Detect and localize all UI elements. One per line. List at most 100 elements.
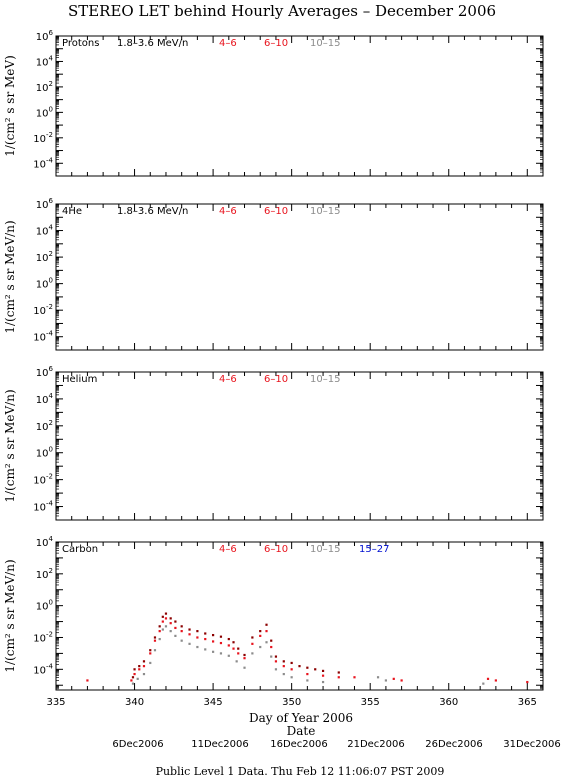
data-point xyxy=(131,682,135,685)
panel-helium: 106 104 102 100 10-2 10-4 1/(cm² s sr MeV/n) He… xyxy=(3,365,544,521)
data-point xyxy=(486,677,490,680)
data-point xyxy=(237,647,240,650)
data-point xyxy=(265,623,268,626)
data-point xyxy=(86,679,89,682)
data-point xyxy=(153,639,157,642)
legend-entry: 10–15 xyxy=(310,38,340,49)
date-label: 16Dec2006 xyxy=(270,739,328,750)
data-point xyxy=(321,669,325,673)
y-tick-label: 104 xyxy=(36,392,54,406)
legend-entry: 1.8–3.6 MeV/n xyxy=(117,206,188,217)
y-tick-label: 104 xyxy=(36,224,54,238)
data-point xyxy=(235,660,238,663)
data-point xyxy=(161,615,164,618)
legend-entry: 10–15 xyxy=(310,374,340,385)
y-tick-label: 100 xyxy=(36,105,53,119)
y-tick-label: 106 xyxy=(36,365,54,379)
data-point xyxy=(149,661,152,665)
data-point xyxy=(237,652,240,655)
data-point xyxy=(290,661,293,665)
data-point xyxy=(174,634,177,637)
data-point xyxy=(138,668,141,671)
data-point xyxy=(142,665,146,668)
data-point xyxy=(274,660,278,663)
data-point xyxy=(138,665,141,668)
data-point xyxy=(306,672,309,676)
data-point xyxy=(180,625,183,628)
data-point xyxy=(164,617,168,620)
legend-entry: 10–15 xyxy=(310,544,340,555)
data-point xyxy=(337,671,340,674)
data-point xyxy=(204,648,207,651)
data-point xyxy=(130,679,133,682)
data-point xyxy=(149,652,152,655)
y-tick-label: 10-2 xyxy=(33,630,53,644)
series-6-10 xyxy=(86,617,529,684)
data-point xyxy=(259,645,262,649)
date-label: 6Dec2006 xyxy=(112,739,163,750)
y-tick-label: 100 xyxy=(36,446,53,460)
data-point xyxy=(161,620,164,623)
data-point xyxy=(158,630,161,633)
data-point xyxy=(243,666,246,669)
data-point xyxy=(243,653,246,657)
data-point xyxy=(306,679,309,682)
data-point xyxy=(321,674,325,677)
date-label: 31Dec2006 xyxy=(503,739,561,750)
y-tick-label: 10-2 xyxy=(33,131,53,145)
data-point xyxy=(211,633,215,637)
y-tick-label: 106 xyxy=(36,29,54,43)
legend-entry: 15–27 xyxy=(359,544,389,555)
data-point xyxy=(211,640,215,643)
legend-entry: 6–10 xyxy=(264,374,288,385)
x-tick-label: 345 xyxy=(204,697,223,708)
data-point xyxy=(259,634,262,637)
data-point xyxy=(180,639,183,642)
footer-text: Public Level 1 Data. Thu Feb 12 11:06:07… xyxy=(156,765,445,778)
data-point xyxy=(188,628,191,631)
series-4-6 xyxy=(131,612,340,679)
legend-entry: 6–10 xyxy=(264,38,288,49)
data-point xyxy=(306,666,309,669)
y-tick-label: 10-4 xyxy=(33,330,53,344)
x-tick-label: 365 xyxy=(518,697,537,708)
data-point xyxy=(259,630,262,633)
data-point xyxy=(136,677,139,680)
plot-frame xyxy=(55,541,544,691)
data-point xyxy=(290,668,293,671)
x-tick-label: 335 xyxy=(46,697,65,708)
data-point xyxy=(196,630,199,633)
data-point xyxy=(158,625,161,628)
data-point xyxy=(376,676,380,679)
legend-entry: 10–15 xyxy=(310,206,340,217)
data-point xyxy=(153,636,157,639)
data-point xyxy=(265,641,268,644)
y-tick-label: 102 xyxy=(36,567,53,581)
data-point xyxy=(494,679,497,682)
data-point xyxy=(227,644,230,647)
data-point xyxy=(270,645,273,649)
data-point xyxy=(232,647,235,650)
data-point xyxy=(274,655,278,658)
data-point xyxy=(174,620,177,623)
data-point xyxy=(131,676,135,679)
y-axis-label: 1/(cm² s sr MeV/n) xyxy=(3,220,17,333)
data-point xyxy=(251,636,254,639)
y-tick-label: 10-4 xyxy=(33,156,53,170)
data-point xyxy=(251,652,254,655)
data-point xyxy=(164,612,168,615)
data-point xyxy=(164,625,168,628)
panel-carbon: 104 102 100 10-2 10-4 1/(cm² s sr MeV/n) Carbo… xyxy=(3,535,544,708)
data-point xyxy=(219,641,223,645)
data-point xyxy=(204,632,207,635)
data-point xyxy=(204,637,207,641)
legend-entry: 1.8–3.6 MeV/n xyxy=(117,38,188,49)
y-axis-label: 1/(cm² s sr MeV/n) xyxy=(3,559,17,672)
data-point xyxy=(353,676,356,679)
legend-entry: 4–6 xyxy=(219,544,237,555)
data-point xyxy=(188,633,191,636)
x-tick-label: 360 xyxy=(439,697,458,708)
species-label: Protons xyxy=(62,38,99,49)
data-point xyxy=(174,626,177,630)
data-point xyxy=(270,639,273,642)
